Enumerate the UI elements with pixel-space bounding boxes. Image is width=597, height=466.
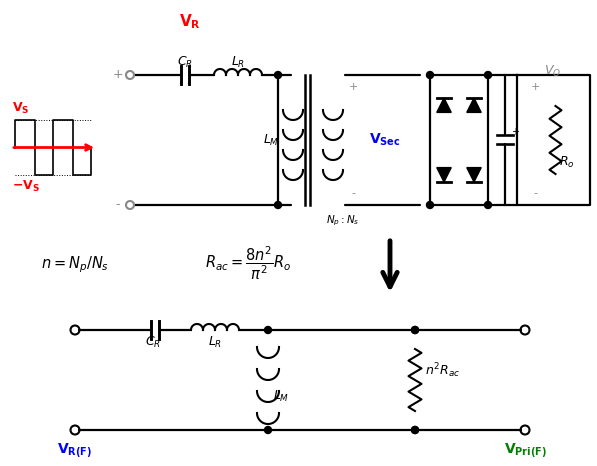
Text: +: + (113, 69, 124, 82)
Text: $R_o$: $R_o$ (559, 154, 575, 170)
Circle shape (275, 201, 282, 208)
Text: $L_M$: $L_M$ (273, 389, 290, 404)
Text: -: - (533, 188, 537, 198)
Text: $\mathbf{-V_S}$: $\mathbf{-V_S}$ (12, 179, 40, 194)
Circle shape (264, 426, 272, 433)
Text: $V_O$: $V_O$ (544, 63, 562, 79)
Text: $\mathbf{V_{R(F)}}$: $\mathbf{V_{R(F)}}$ (57, 440, 93, 459)
Text: -: - (351, 188, 355, 198)
Text: +: + (348, 82, 358, 92)
Circle shape (264, 327, 272, 334)
Text: $L_R$: $L_R$ (231, 55, 245, 69)
Circle shape (411, 426, 418, 433)
Text: $C_R$: $C_R$ (145, 335, 161, 350)
Circle shape (411, 327, 418, 334)
Polygon shape (437, 168, 451, 182)
Circle shape (485, 201, 491, 208)
Text: -: - (116, 199, 120, 212)
Text: $\mathbf{V_S}$: $\mathbf{V_S}$ (12, 101, 29, 116)
Text: $\mathbf{V_{Pri(F)}}$: $\mathbf{V_{Pri(F)}}$ (504, 440, 546, 459)
Polygon shape (467, 168, 481, 182)
Circle shape (426, 71, 433, 78)
Circle shape (426, 201, 433, 208)
Text: +: + (530, 82, 540, 92)
Circle shape (275, 71, 282, 78)
Text: $N_p:N_s$: $N_p:N_s$ (326, 214, 360, 228)
Text: $n=N_p/N_s$: $n=N_p/N_s$ (41, 255, 109, 275)
Text: $\mathbf{V_R}$: $\mathbf{V_R}$ (179, 13, 201, 31)
Polygon shape (467, 98, 481, 112)
Text: $L_M$: $L_M$ (263, 132, 279, 148)
Text: $\mathbf{V_{Sec}}$: $\mathbf{V_{Sec}}$ (369, 132, 401, 148)
Text: +: + (511, 127, 519, 137)
Circle shape (411, 327, 418, 334)
Text: $n^2R_{ac}$: $n^2R_{ac}$ (425, 361, 460, 380)
Text: $C_R$: $C_R$ (177, 55, 193, 69)
Text: $L_R$: $L_R$ (208, 335, 222, 350)
Polygon shape (437, 98, 451, 112)
Circle shape (485, 71, 491, 78)
Circle shape (411, 426, 418, 433)
Text: $R_{ac}=\dfrac{8n^2}{\pi^2}R_o$: $R_{ac}=\dfrac{8n^2}{\pi^2}R_o$ (205, 244, 291, 282)
